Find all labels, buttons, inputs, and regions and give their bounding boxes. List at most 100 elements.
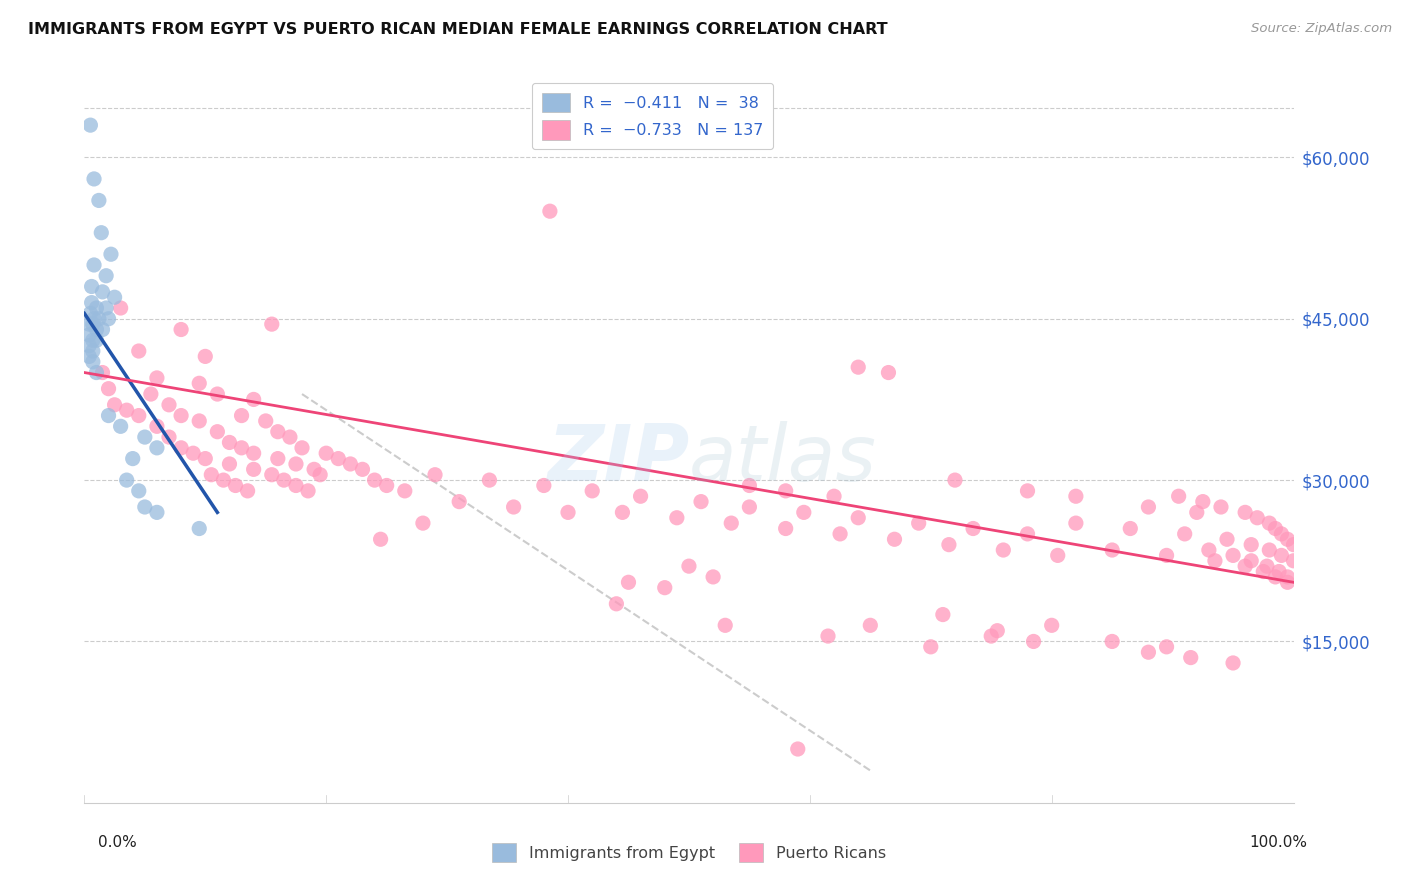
Point	[1270, 549, 1292, 563]
Point	[273, 473, 295, 487]
Point	[188, 414, 211, 428]
Point	[170, 409, 193, 423]
Point	[394, 483, 416, 498]
Point	[1282, 554, 1305, 568]
Point	[738, 500, 761, 514]
Point	[82, 333, 104, 347]
Point	[267, 451, 290, 466]
Point	[877, 366, 900, 380]
Point	[678, 559, 700, 574]
Point	[690, 494, 713, 508]
Point	[423, 467, 446, 482]
Point	[1156, 640, 1178, 654]
Point	[91, 366, 114, 380]
Text: ZIP: ZIP	[547, 421, 689, 497]
Point	[254, 414, 277, 428]
Legend: Immigrants from Egypt, Puerto Ricans: Immigrants from Egypt, Puerto Ricans	[485, 837, 893, 868]
Point	[139, 387, 162, 401]
Point	[128, 344, 150, 359]
Point	[170, 322, 193, 336]
Point	[291, 441, 314, 455]
Point	[157, 430, 180, 444]
Point	[962, 521, 984, 535]
Point	[188, 521, 211, 535]
Point	[1185, 505, 1208, 519]
Point	[775, 483, 797, 498]
Point	[128, 409, 150, 423]
Point	[90, 226, 112, 240]
Point	[284, 478, 308, 492]
Point	[86, 366, 108, 380]
Point	[157, 398, 180, 412]
Point	[83, 172, 105, 186]
Point	[225, 478, 247, 492]
Point	[1064, 489, 1087, 503]
Point	[363, 473, 385, 487]
Point	[1101, 634, 1123, 648]
Point	[1209, 500, 1232, 514]
Point	[231, 441, 253, 455]
Point	[77, 338, 100, 352]
Point	[478, 473, 501, 487]
Point	[1258, 516, 1281, 530]
Point	[212, 473, 235, 487]
Point	[134, 500, 156, 514]
Point	[1234, 559, 1257, 574]
Point	[86, 301, 108, 315]
Point	[242, 462, 264, 476]
Point	[1040, 618, 1063, 632]
Point	[1270, 527, 1292, 541]
Point	[502, 500, 524, 514]
Point	[1046, 549, 1069, 563]
Point	[1264, 570, 1286, 584]
Point	[83, 311, 105, 326]
Point	[993, 543, 1015, 558]
Point	[352, 462, 374, 476]
Point	[97, 409, 120, 423]
Point	[200, 467, 222, 482]
Point	[110, 301, 132, 315]
Point	[80, 279, 103, 293]
Point	[1222, 549, 1244, 563]
Point	[1240, 554, 1263, 568]
Point	[714, 618, 737, 632]
Point	[846, 510, 869, 524]
Point	[218, 457, 240, 471]
Point	[260, 467, 283, 482]
Point	[80, 295, 103, 310]
Point	[1204, 554, 1226, 568]
Point	[1216, 533, 1239, 547]
Point	[87, 194, 110, 208]
Point	[97, 382, 120, 396]
Point	[1022, 634, 1045, 648]
Point	[1156, 549, 1178, 563]
Point	[100, 247, 122, 261]
Point	[1256, 559, 1278, 574]
Point	[91, 285, 114, 299]
Point	[77, 350, 100, 364]
Point	[1017, 483, 1039, 498]
Point	[920, 640, 942, 654]
Text: 0.0%: 0.0%	[98, 836, 138, 850]
Point	[370, 533, 392, 547]
Point	[538, 204, 561, 219]
Point	[278, 430, 301, 444]
Point	[665, 510, 688, 524]
Point	[1240, 538, 1263, 552]
Point	[738, 478, 761, 492]
Point	[97, 311, 120, 326]
Point	[194, 451, 217, 466]
Point	[83, 258, 105, 272]
Point	[581, 483, 603, 498]
Point	[1277, 570, 1299, 584]
Point	[720, 516, 742, 530]
Point	[146, 419, 169, 434]
Point	[793, 505, 815, 519]
Point	[1258, 543, 1281, 558]
Point	[1101, 543, 1123, 558]
Point	[146, 505, 169, 519]
Text: atlas: atlas	[689, 421, 877, 497]
Point	[557, 505, 579, 519]
Point	[1017, 527, 1039, 541]
Point	[207, 387, 229, 401]
